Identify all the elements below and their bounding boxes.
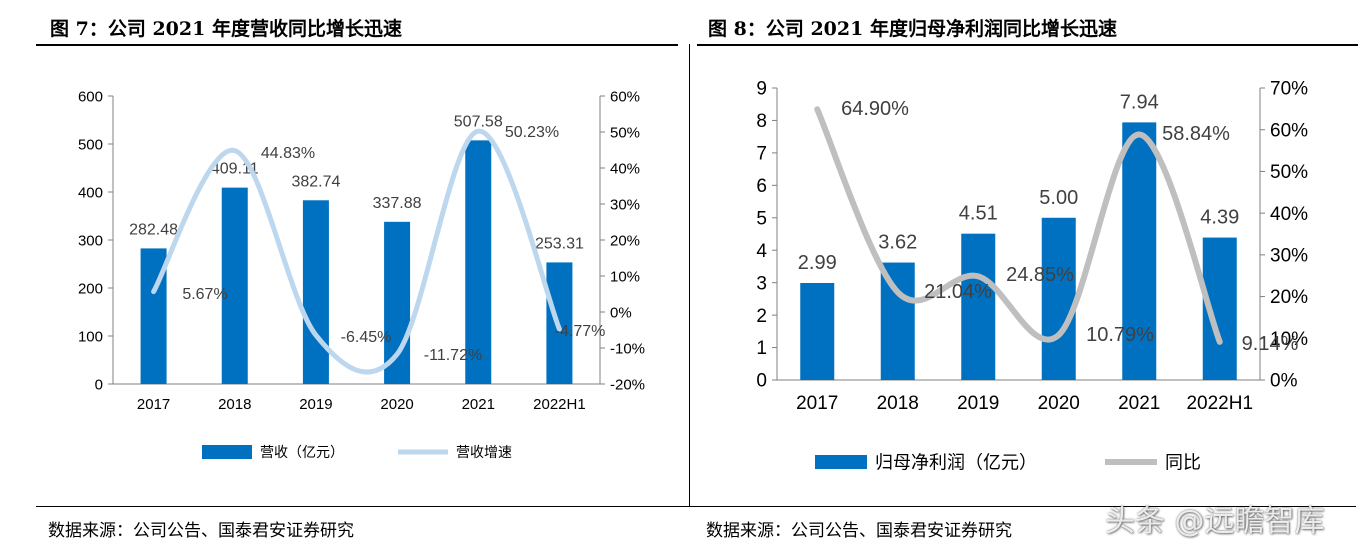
watermark: 头条 @远瞻智库 (1105, 504, 1325, 539)
fig7-bar-2021 (465, 140, 492, 384)
fig7-category-label: 2020 (380, 396, 413, 413)
fig8-bar-value-label: 2.99 (798, 252, 837, 274)
fig8-growth-label: 64.90% (841, 98, 909, 120)
fig8-growth-label: 21.04% (924, 281, 992, 303)
fig7-bar-2018 (221, 187, 248, 384)
fig7-legend-bar-label: 营收（亿元） (260, 444, 344, 460)
fig7-bar-value-label: 382.74 (291, 173, 340, 190)
fig7-growth-label: -4.77% (555, 323, 606, 340)
bottom-rule (36, 506, 1356, 507)
fig8-category-label: 2020 (1038, 393, 1080, 414)
fig7-bar-value-label: 507.58 (454, 113, 503, 130)
fig7-bar-2019 (302, 200, 329, 384)
fig8-growth-label: 24.85% (1006, 264, 1074, 286)
fig8-bar-2021 (1122, 122, 1157, 380)
fig8-bar-value-label: 4.39 (1200, 207, 1239, 229)
fig8-growth-line (814, 106, 1223, 345)
fig8-bar-2017 (800, 282, 835, 380)
fig8-left-tick-label: 0 (756, 371, 767, 392)
fig8-growth-label: 9.14% (1242, 333, 1299, 355)
fig8-right-tick-label: 0% (1270, 371, 1298, 392)
figure-7-title: 图 7：公司 2021 年度营收同比增长迅速 (50, 18, 402, 40)
fig7-growth-label: 44.83% (261, 145, 315, 162)
fig8-legend-line-label: 同比 (1165, 452, 1201, 472)
fig7-legend-bar-swatch (202, 445, 252, 459)
fig8-left-tick-label: 1 (756, 338, 767, 359)
fig7-growth-label: 5.67% (182, 286, 227, 303)
figure-8-source: 数据来源：公司公告、国泰君安证券研究 (706, 521, 1012, 541)
figure-8-title: 图 8：公司 2021 年度归母净利润同比增长迅速 (708, 18, 1117, 40)
fig7-category-label: 2022H1 (533, 396, 586, 413)
fig8-right-tick-label: 10% (1270, 329, 1308, 350)
fig7-growth-label: 50.23% (505, 124, 559, 141)
fig7-growth-label: -11.72% (424, 347, 482, 364)
fig8-legend-bar-swatch (815, 455, 867, 469)
fig8-legend-bar-label: 归母净利润（亿元） (875, 452, 1037, 472)
fig7-right-tick-label: 50% (610, 124, 640, 141)
figure-7-top-rule (36, 44, 678, 46)
fig8-bar-value-label: 3.62 (878, 232, 917, 254)
fig8-left-tick-label: 9 (756, 79, 767, 100)
fig8-bar-value-label: 4.51 (959, 203, 998, 225)
fig7-right-tick-label: 10% (610, 268, 640, 285)
fig7-bar-value-label: 282.48 (129, 221, 178, 238)
fig7-right-tick-label: 60% (610, 88, 640, 105)
panel-divider (689, 44, 690, 506)
fig8-bar-2019 (961, 233, 996, 380)
fig7-right-tick-label: 40% (610, 160, 640, 177)
fig7-right-tick-label: -20% (610, 376, 645, 393)
fig8-growth-label: 58.84% (1162, 123, 1230, 145)
fig8-bar-value-label: 7.94 (1120, 91, 1159, 113)
fig7-bar-2020 (384, 221, 411, 384)
fig8-bar-value-label: 5.00 (1039, 187, 1078, 209)
figure-8-top-rule (697, 44, 1358, 46)
fig7-bar-value-label: 253.31 (535, 235, 584, 252)
fig7-category-label: 2021 (462, 396, 495, 413)
fig7-right-tick-label: 20% (610, 232, 640, 249)
fig7-left-tick-label: 600 (78, 88, 103, 105)
fig8-right-tick-label: 50% (1270, 162, 1308, 183)
fig7-left-tick-label: 200 (78, 280, 103, 297)
fig8-category-label: 2022H1 (1186, 393, 1253, 414)
fig7-left-tick-label: 400 (78, 184, 103, 201)
fig7-left-tick-label: 0 (95, 376, 103, 393)
fig7-category-label: 2018 (218, 396, 251, 413)
fig7-left-tick-label: 300 (78, 232, 103, 249)
fig7-left-tick-label: 500 (78, 136, 103, 153)
fig8-left-tick-label: 8 (756, 111, 767, 132)
fig7-category-label: 2019 (299, 396, 332, 413)
fig8-bar-2020 (1041, 217, 1076, 380)
fig7-left-tick-label: 100 (78, 328, 103, 345)
fig7-legend-line-label: 营收增速 (456, 444, 512, 460)
fig7-category-label: 2017 (137, 396, 170, 413)
fig8-category-label: 2017 (796, 393, 838, 414)
fig8-left-tick-label: 7 (756, 144, 767, 165)
fig8-growth-label: 10.79% (1086, 324, 1154, 346)
fig7-right-tick-label: -10% (610, 340, 645, 357)
fig8-right-tick-label: 60% (1270, 120, 1308, 141)
fig7-growth-label: -6.45% (341, 329, 392, 346)
fig8-left-tick-label: 4 (756, 241, 767, 262)
fig7-right-tick-label: 0% (610, 304, 632, 321)
fig7-bar-value-label: 337.88 (373, 195, 422, 212)
fig8-left-tick-label: 3 (756, 273, 767, 294)
fig8-category-label: 2018 (877, 393, 919, 414)
fig8-left-tick-label: 6 (756, 176, 767, 197)
fig8-category-label: 2021 (1118, 393, 1160, 414)
fig8-left-tick-label: 2 (756, 306, 767, 327)
fig8-right-tick-label: 30% (1270, 246, 1308, 267)
fig7-right-tick-label: 30% (610, 196, 640, 213)
figure-7-source: 数据来源：公司公告、国泰君安证券研究 (48, 521, 354, 541)
fig7-growth-line (151, 128, 562, 375)
fig8-left-tick-label: 5 (756, 208, 767, 229)
fig8-right-tick-label: 20% (1270, 287, 1308, 308)
fig8-right-tick-label: 40% (1270, 204, 1308, 225)
fig8-right-tick-label: 70% (1270, 79, 1308, 100)
fig8-category-label: 2019 (957, 393, 999, 414)
